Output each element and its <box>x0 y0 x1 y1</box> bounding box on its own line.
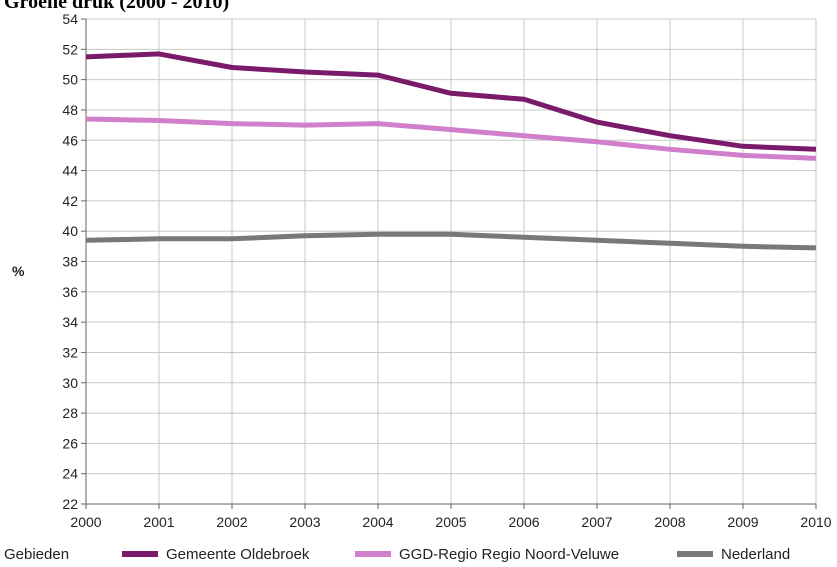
y-axis-ticks: 22 24 26 28 30 32 34 36 38 40 42 44 46 48 50 52 54 <box>62 11 78 512</box>
y-tick-label: 32 <box>62 344 78 360</box>
series-lines <box>85 51 817 251</box>
y-tick-label: 28 <box>62 405 78 421</box>
y-tick-label: 52 <box>62 41 78 57</box>
y-tick-label: 44 <box>62 163 78 179</box>
x-tick-label: 2010 <box>800 514 831 530</box>
legend-label-2: Nederland <box>721 546 790 563</box>
y-tick-label: 50 <box>62 72 78 88</box>
y-tick-label: 42 <box>62 193 78 209</box>
x-tick-label: 2000 <box>70 514 101 530</box>
x-axis-ticks: 2000 2001 2002 2003 2004 2005 2006 2007 2008 2009… <box>70 514 831 530</box>
grid <box>81 18 817 509</box>
y-tick-label: 24 <box>62 466 78 482</box>
legend: Gebieden Gemeente Oldebroek GGD-Regio Reg… <box>4 546 790 563</box>
legend-swatch-1 <box>355 551 391 557</box>
y-tick-label: 48 <box>62 102 78 118</box>
y-tick-label: 34 <box>62 314 78 330</box>
y-tick-label: 46 <box>62 132 78 148</box>
legend-swatch-0 <box>122 551 158 557</box>
x-tick-label: 2005 <box>435 514 466 530</box>
x-tick-label: 2007 <box>581 514 612 530</box>
y-tick-label: 22 <box>62 496 78 512</box>
legend-swatch-2 <box>677 551 713 557</box>
y-tick-label: 26 <box>62 435 78 451</box>
x-tick-label: 2001 <box>143 514 174 530</box>
x-tick-label: 2009 <box>727 514 758 530</box>
y-tick-label: 36 <box>62 284 78 300</box>
x-tick-label: 2006 <box>508 514 539 530</box>
series-line-1 <box>85 116 817 161</box>
y-tick-label: 40 <box>62 223 78 239</box>
legend-title: Gebieden <box>4 546 69 563</box>
legend-label-1: GGD-Regio Regio Noord-Veluwe <box>399 546 619 563</box>
x-tick-label: 2008 <box>654 514 685 530</box>
series-line-0 <box>85 51 817 152</box>
x-tick-label: 2004 <box>362 514 393 530</box>
legend-label-0: Gemeente Oldebroek <box>166 546 310 563</box>
chart-title: Groene druk (2000 - 2010) <box>4 0 229 13</box>
y-axis-label: % <box>12 263 25 279</box>
y-tick-label: 30 <box>62 375 78 391</box>
x-tick-label: 2002 <box>216 514 247 530</box>
x-tick-label: 2003 <box>289 514 320 530</box>
y-tick-label: 54 <box>62 11 78 27</box>
series-line-2 <box>85 231 817 251</box>
y-tick-label: 38 <box>62 254 78 270</box>
